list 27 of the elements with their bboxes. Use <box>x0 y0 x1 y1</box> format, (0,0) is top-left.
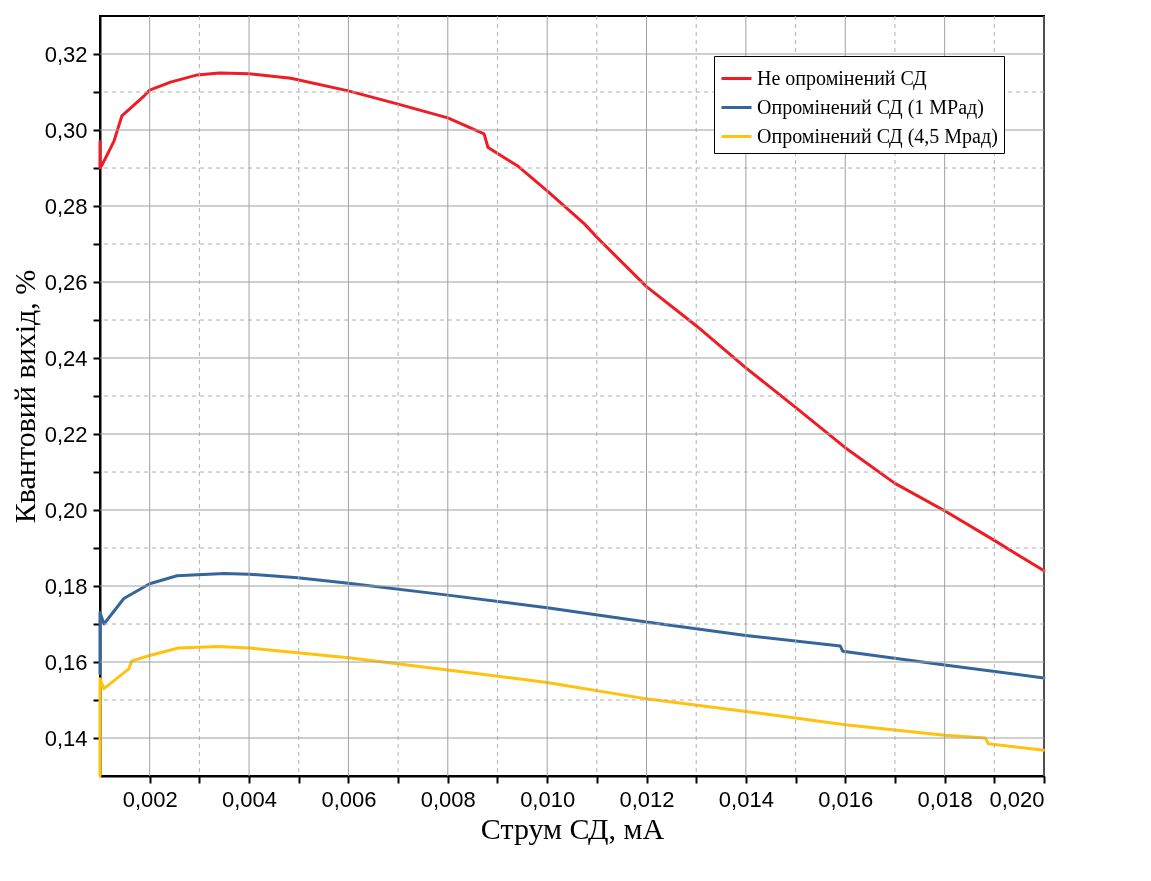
line-series <box>98 71 1046 573</box>
legend-label: Опромінений СД (4,5 Мрад) <box>757 124 998 148</box>
y-tick-label: 0,26 <box>44 269 88 295</box>
line-series <box>98 571 1046 680</box>
y-tick-label: 0,28 <box>44 193 88 219</box>
x-tick-label: 0,004 <box>222 786 278 812</box>
y-tick-label: 0,14 <box>44 725 88 751</box>
y-tick-label: 0,18 <box>44 573 88 599</box>
x-tick-label: 0,010 <box>520 786 576 812</box>
y-axis-title: Квантовий вихід, % <box>7 269 41 524</box>
x-tick-label: 0,018 <box>917 786 973 812</box>
x-tick-label: 0,012 <box>619 786 675 812</box>
legend-label: Опромінений СД (1 МРад) <box>757 95 984 119</box>
y-tick-label: 0,16 <box>44 649 88 675</box>
y-tick-label: 0,20 <box>44 497 88 523</box>
y-tick-label: 0,22 <box>44 421 88 447</box>
x-tick-label: 0,006 <box>321 786 377 812</box>
x-tick-label: 0,002 <box>122 786 178 812</box>
x-tick-label: 0,014 <box>718 786 774 812</box>
x-axis-title: Струм СД, мА <box>480 811 665 845</box>
x-tick-label: 0,008 <box>420 786 476 812</box>
y-tick-label: 0,30 <box>44 117 88 143</box>
x-tick-label: 0,020 <box>989 786 1045 812</box>
y-tick-label: 0,24 <box>44 345 88 371</box>
legend-label: Не опромінений СД <box>757 66 927 90</box>
y-tick-label: 0,32 <box>44 41 88 67</box>
x-tick-label: 0,016 <box>818 786 874 812</box>
